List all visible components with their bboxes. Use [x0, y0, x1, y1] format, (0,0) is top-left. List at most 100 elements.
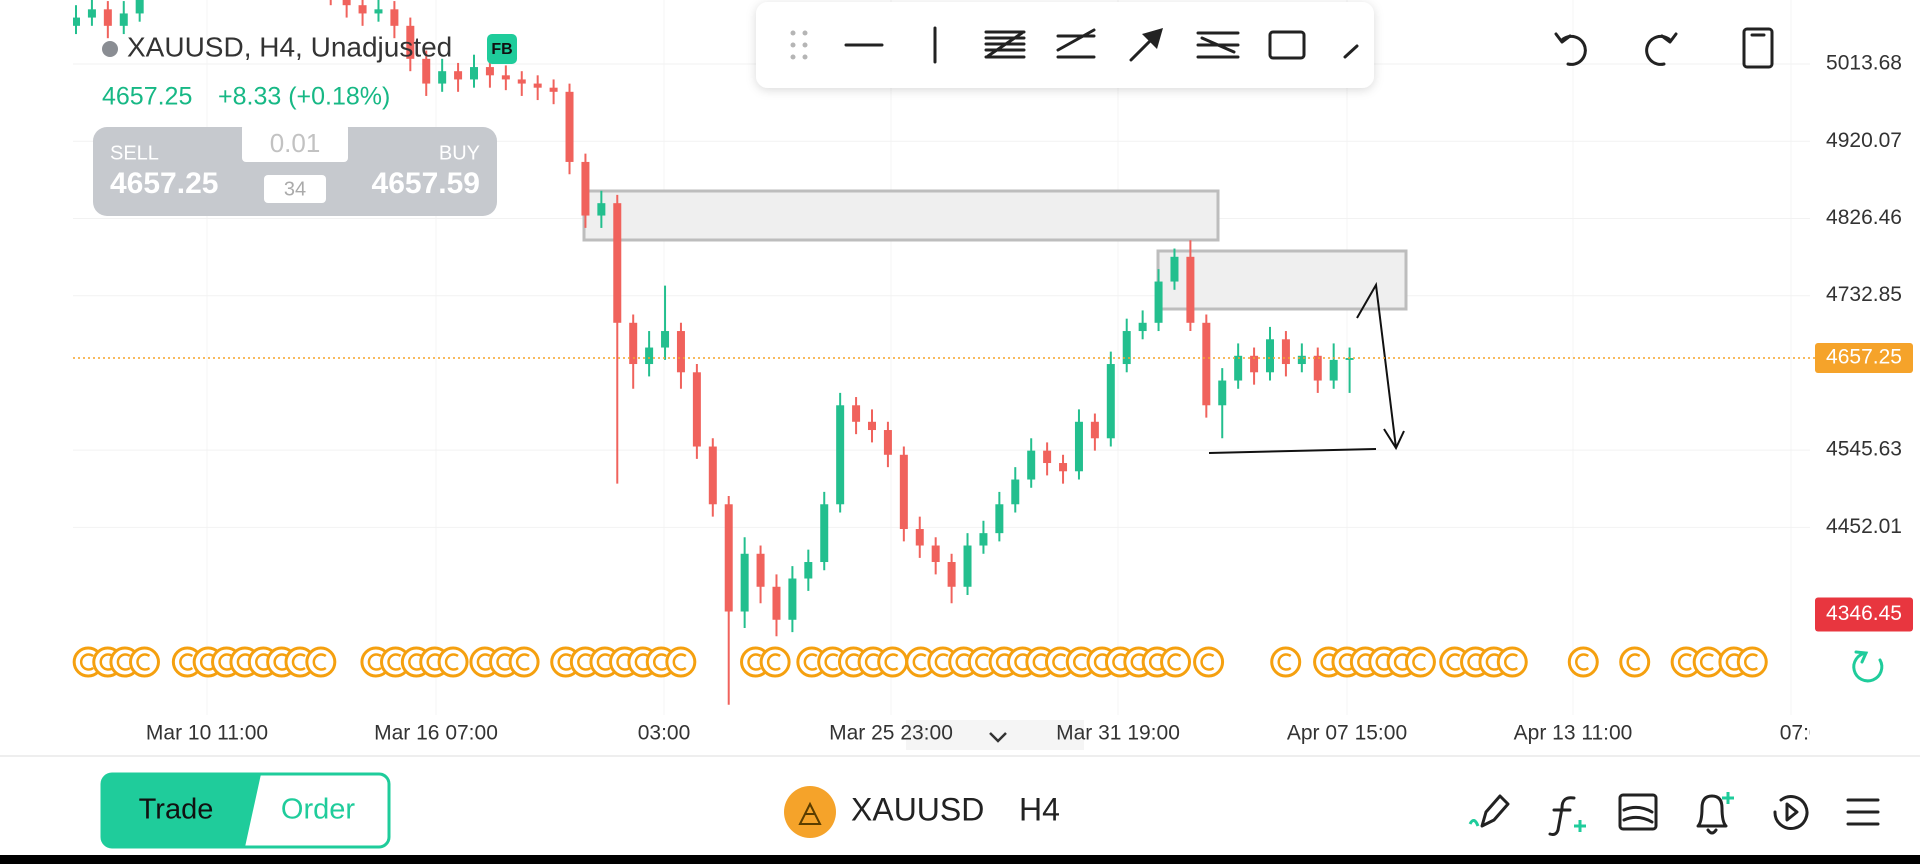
event-glyph — [557, 653, 572, 671]
candle-body — [1122, 331, 1131, 365]
pitch-tool[interactable] — [1196, 31, 1240, 59]
candle-body — [406, 25, 415, 59]
event-icon[interactable] — [1193, 646, 1225, 678]
event-icon[interactable] — [759, 646, 791, 678]
chevron[interactable] — [989, 732, 1007, 743]
candle-body — [565, 91, 574, 162]
template-button[interactable] — [1618, 793, 1658, 831]
candle-body — [740, 553, 749, 612]
rectangle-tool[interactable] — [1268, 30, 1306, 60]
candle-body — [645, 347, 654, 365]
candle-body — [549, 87, 558, 92]
event-circle — [1404, 646, 1436, 678]
event-icon[interactable] — [1692, 646, 1724, 678]
event-icon[interactable] — [1670, 646, 1702, 678]
event-glyph — [515, 653, 530, 671]
event-circle — [305, 646, 337, 678]
event-glyph — [596, 653, 611, 671]
zone-rectangle[interactable] — [582, 189, 1220, 242]
symbol-icon[interactable] — [784, 786, 836, 838]
event-icon[interactable] — [508, 646, 540, 678]
event-icon[interactable] — [1736, 646, 1768, 678]
price-tick-label: 4826.46 — [1826, 206, 1902, 229]
candle-body — [581, 161, 590, 216]
volume[interactable]: 0.01 — [270, 128, 321, 158]
candle-body — [692, 372, 701, 447]
undo-button[interactable] — [1554, 32, 1587, 66]
candle-body — [788, 578, 797, 620]
candle-body — [1250, 355, 1259, 373]
time-label: Mar 16 07:00 — [374, 722, 498, 745]
timeframe[interactable]: H4 — [1019, 791, 1060, 827]
zone-rectangle[interactable] — [1156, 249, 1408, 311]
replay-button[interactable] — [1773, 795, 1809, 830]
event-icon[interactable] — [1567, 646, 1599, 678]
arrow-tool[interactable] — [1129, 28, 1163, 62]
buy-price[interactable]: 4657.59 — [372, 167, 480, 200]
candle-body — [438, 71, 447, 84]
status-dot — [102, 41, 118, 57]
current-price-tag — [1815, 343, 1913, 374]
sell-label[interactable]: SELL — [110, 142, 159, 164]
trend-line[interactable] — [1208, 448, 1377, 454]
event-icon[interactable] — [128, 646, 160, 678]
alert-button[interactable] — [1696, 792, 1734, 835]
event-icon[interactable] — [1270, 646, 1302, 678]
buy-label[interactable]: BUY — [439, 142, 480, 164]
drag-handle[interactable] — [790, 30, 808, 60]
trade-tab-bg[interactable] — [102, 774, 261, 847]
candle-body — [772, 586, 781, 620]
event-icon[interactable] — [877, 646, 909, 678]
event-glyph — [1320, 653, 1335, 671]
low-price-tag — [1815, 597, 1913, 632]
event-glyph — [912, 653, 927, 671]
event-glyph — [934, 653, 949, 671]
event-icon[interactable] — [665, 646, 697, 678]
event-glyph — [1014, 653, 1029, 671]
event-icon[interactable] — [1619, 646, 1651, 678]
event-glyph — [1626, 653, 1641, 671]
layout-button[interactable] — [1742, 27, 1774, 69]
event-glyph — [1093, 653, 1108, 671]
event-icon[interactable] — [1404, 646, 1436, 678]
menu-button[interactable] — [1846, 798, 1880, 826]
candle-body — [708, 446, 717, 505]
volume-box[interactable] — [242, 124, 348, 162]
event-glyph — [1277, 653, 1292, 671]
event-icon[interactable] — [437, 646, 469, 678]
candle-body — [661, 331, 670, 348]
order-tab[interactable]: Order — [281, 794, 355, 826]
candle-body — [1266, 339, 1274, 373]
indicator-button[interactable] — [1548, 796, 1586, 836]
brush-tool[interactable] — [1343, 44, 1359, 59]
event-glyph — [476, 653, 491, 671]
event-glyph — [179, 653, 194, 671]
price-tick-label: 4920.07 — [1826, 129, 1902, 152]
path-drawing[interactable] — [1356, 281, 1397, 449]
event-glyph — [291, 653, 306, 671]
event-glyph — [1700, 653, 1714, 671]
reset-view-button[interactable] — [1852, 650, 1884, 683]
symbol-name[interactable]: XAUUSD — [851, 791, 984, 827]
fib-tool[interactable] — [984, 30, 1026, 59]
time-label: Apr 07 15:00 — [1287, 722, 1407, 745]
sell-price[interactable]: 4657.25 — [110, 167, 218, 200]
event-circle — [1496, 646, 1528, 678]
candle-body — [1313, 355, 1322, 381]
candle-body — [676, 331, 685, 373]
candle-body — [533, 83, 542, 88]
event-glyph — [1200, 653, 1215, 671]
event-icon[interactable] — [305, 646, 337, 678]
channel-tool[interactable] — [1056, 28, 1096, 59]
event-glyph — [955, 653, 970, 671]
candle-body — [1011, 479, 1020, 505]
price-tick-label: 5013.68 — [1826, 52, 1902, 75]
trade-tab[interactable]: Trade — [139, 794, 214, 826]
redo-button[interactable] — [1645, 32, 1678, 66]
event-icon[interactable] — [1496, 646, 1528, 678]
time-cursor-chip[interactable] — [906, 720, 1084, 750]
draw-button[interactable] — [1468, 794, 1510, 828]
badge-bg[interactable] — [487, 34, 517, 64]
event-icon[interactable] — [1160, 646, 1192, 678]
